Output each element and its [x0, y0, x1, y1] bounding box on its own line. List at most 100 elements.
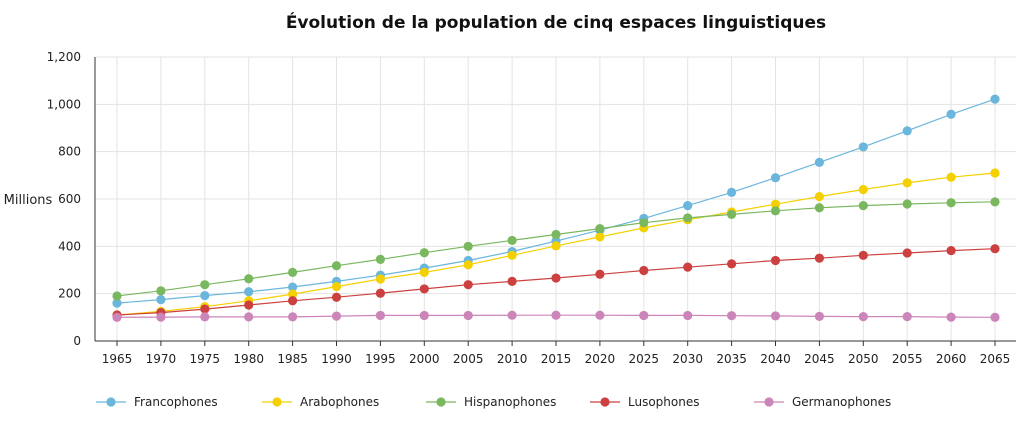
data-point — [770, 206, 781, 216]
x-tick-label: 2030 — [672, 352, 703, 366]
data-point — [990, 168, 1000, 178]
data-point — [770, 311, 781, 321]
data-point — [288, 289, 298, 299]
data-point — [858, 142, 868, 152]
data-point — [375, 288, 385, 298]
data-point — [858, 250, 868, 260]
data-point — [200, 280, 210, 290]
data-point — [507, 310, 517, 320]
data-point — [507, 250, 517, 260]
legend-item: Germanophones — [754, 395, 891, 409]
data-point — [375, 274, 385, 284]
legend-label: Germanophones — [792, 395, 891, 409]
legend-item: Francophones — [96, 395, 218, 409]
x-tick-label: 2015 — [541, 352, 572, 366]
data-point — [331, 311, 342, 321]
x-tick-label: 2045 — [804, 352, 835, 366]
data-point — [990, 312, 1000, 322]
data-point — [727, 209, 737, 219]
legend-label: Lusophones — [628, 395, 699, 409]
data-point — [683, 262, 693, 272]
data-point — [770, 199, 781, 209]
data-point — [946, 109, 956, 119]
data-point — [946, 312, 956, 322]
y-tick-label: 1,000 — [47, 97, 81, 111]
x-tick-label: 1965 — [102, 352, 133, 366]
x-tick-label: 2005 — [453, 352, 484, 366]
data-point — [595, 223, 605, 234]
data-point — [419, 284, 429, 294]
data-point — [244, 300, 254, 310]
data-point — [727, 187, 737, 197]
data-point — [814, 157, 825, 167]
data-point — [683, 310, 693, 321]
data-point — [902, 248, 912, 258]
data-point — [551, 310, 561, 320]
x-tick-label: 1975 — [190, 352, 221, 366]
data-point — [288, 296, 298, 306]
data-point — [683, 213, 693, 223]
legend-marker — [272, 397, 282, 407]
data-point — [770, 255, 781, 266]
x-tick-label: 1990 — [321, 352, 352, 366]
x-tick-label: 2060 — [936, 352, 967, 366]
data-point — [946, 245, 956, 256]
data-point — [244, 312, 254, 322]
legend-marker — [764, 397, 774, 407]
grid — [95, 56, 1016, 341]
data-point — [463, 280, 473, 290]
data-point — [112, 312, 122, 322]
x-tick-label: 1970 — [146, 352, 177, 366]
x-tick-label: 2000 — [409, 352, 440, 366]
data-point — [551, 229, 561, 240]
series-lusophones — [112, 244, 1000, 320]
data-point — [814, 253, 825, 263]
data-point — [902, 126, 912, 136]
data-point — [419, 310, 429, 321]
x-tick-label: 2050 — [848, 352, 879, 366]
x-tick-label: 1995 — [365, 352, 396, 366]
data-point — [990, 244, 1000, 254]
data-point — [639, 310, 649, 321]
data-point — [200, 312, 210, 322]
legend-item: Lusophones — [590, 395, 699, 409]
data-point — [683, 201, 693, 211]
legend-item: Hispanophones — [426, 395, 556, 409]
series-hispanophones — [112, 197, 1000, 301]
data-point — [288, 312, 298, 322]
legend-item: Arabophones — [262, 395, 379, 409]
data-point — [595, 269, 605, 279]
legend-marker — [600, 397, 610, 407]
x-tick-label: 2055 — [892, 352, 923, 366]
data-point — [858, 312, 868, 322]
x-tick-label: 2065 — [980, 352, 1011, 366]
data-point — [244, 287, 254, 297]
series — [112, 94, 1000, 322]
data-point — [200, 290, 210, 301]
data-point — [946, 198, 956, 208]
data-point — [595, 232, 605, 242]
data-point — [990, 197, 1000, 207]
data-point — [507, 235, 517, 246]
data-point — [902, 178, 912, 188]
y-axis-label: Millions — [4, 193, 53, 208]
data-point — [463, 310, 473, 321]
data-point — [858, 184, 868, 195]
data-point — [112, 298, 122, 308]
data-point — [331, 281, 342, 292]
data-point — [814, 192, 825, 202]
data-point — [288, 267, 298, 277]
data-point — [551, 241, 561, 251]
y-tick-label: 600 — [58, 192, 81, 206]
data-point — [156, 294, 166, 305]
legend-marker — [436, 397, 446, 407]
y-tick-label: 400 — [58, 239, 81, 253]
data-point — [419, 267, 429, 277]
x-tick-label: 2040 — [760, 352, 791, 366]
data-point — [639, 265, 649, 276]
chart-title: Évolution de la population de cinq espac… — [286, 11, 826, 33]
data-point — [902, 199, 912, 209]
data-point — [375, 310, 385, 321]
data-point — [814, 203, 825, 213]
